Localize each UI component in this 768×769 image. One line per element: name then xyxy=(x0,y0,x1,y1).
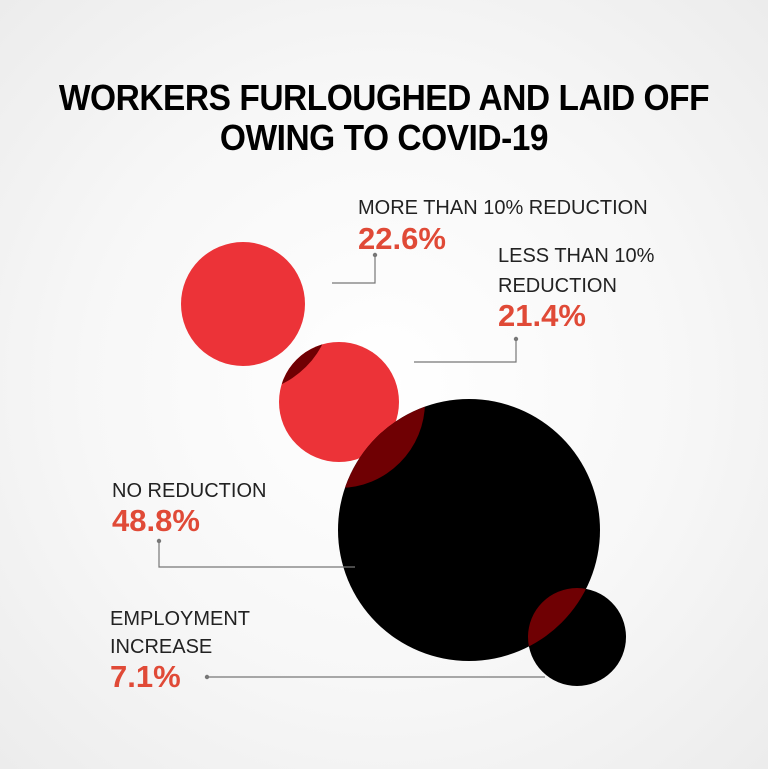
leader-dot-2 xyxy=(513,336,519,342)
category-label-3-line-1: NO REDUCTION xyxy=(112,480,266,502)
value-label-4: 7.1% xyxy=(110,659,181,694)
leader-dot-1 xyxy=(372,252,378,258)
leader-dot-3 xyxy=(156,538,162,544)
leader-line-2 xyxy=(414,339,517,363)
chart-title: WORKERS FURLOUGHED AND LAID OFF OWING TO… xyxy=(27,78,741,158)
bubbles-group xyxy=(181,242,626,686)
bubble-1 xyxy=(181,242,305,366)
value-label-1: 22.6% xyxy=(358,221,446,256)
leader-line-1 xyxy=(332,255,376,284)
leader-line-3 xyxy=(158,541,355,568)
chart-title-line-1: WORKERS FURLOUGHED AND LAID OFF xyxy=(58,77,710,118)
value-label-3: 48.8% xyxy=(112,503,200,538)
category-label-2-line-2: REDUCTION xyxy=(498,275,617,297)
bubble-2 xyxy=(279,342,399,462)
category-label-4-line-2: INCREASE xyxy=(110,636,212,658)
leader-lines-group xyxy=(156,252,545,680)
bubble-3 xyxy=(338,399,600,661)
category-label-2-line-1: LESS THAN 10% xyxy=(498,245,655,267)
leader-dot-4 xyxy=(204,674,210,680)
chart-title-line-2: OWING TO COVID-19 xyxy=(219,117,549,158)
value-label-2: 21.4% xyxy=(498,298,586,333)
category-label-4-line-1: EMPLOYMENT xyxy=(110,608,250,630)
category-label-1-line-1: MORE THAN 10% REDUCTION xyxy=(358,197,648,219)
